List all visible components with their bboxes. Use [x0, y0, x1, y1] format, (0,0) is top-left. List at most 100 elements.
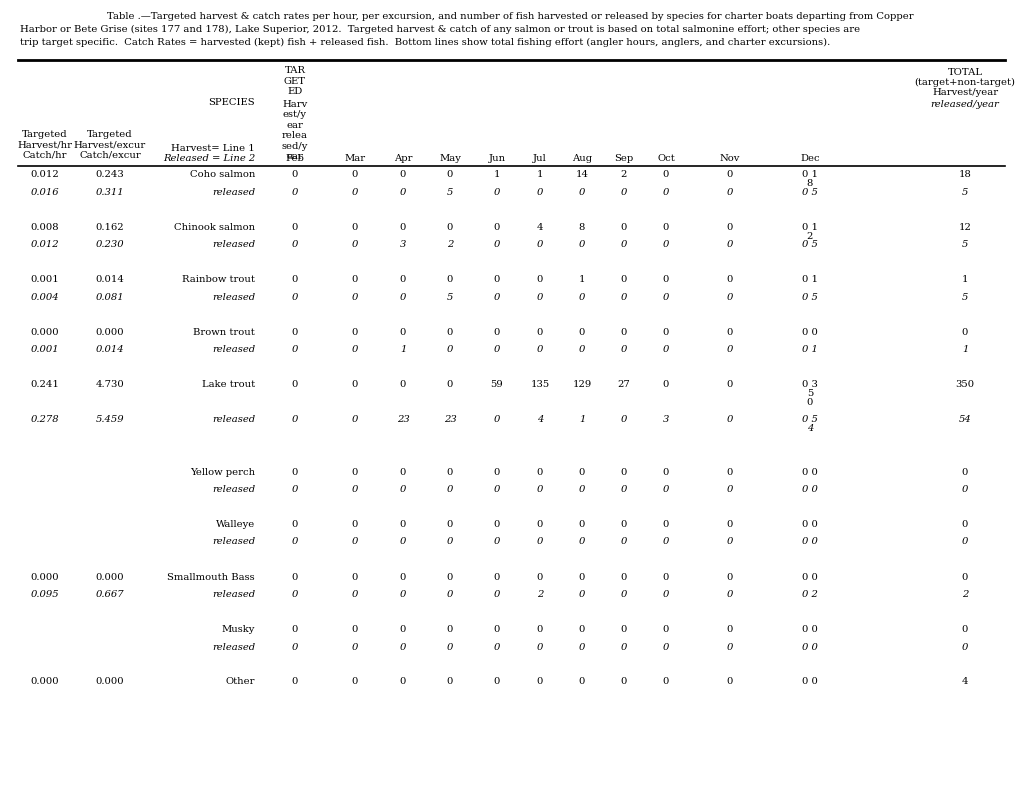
Text: 0: 0 — [291, 642, 298, 652]
Text: 4: 4 — [806, 424, 812, 433]
Text: 0.243: 0.243 — [96, 170, 124, 179]
Text: 0: 0 — [578, 625, 585, 634]
Text: Sep: Sep — [613, 154, 633, 163]
Text: 0: 0 — [493, 345, 499, 354]
Text: 4: 4 — [536, 222, 543, 232]
Text: Mar: Mar — [344, 154, 365, 163]
Text: 0: 0 — [493, 328, 499, 336]
Text: 0.001: 0.001 — [31, 275, 59, 284]
Text: 0: 0 — [727, 678, 733, 686]
Text: 0: 0 — [493, 590, 499, 599]
Text: 0: 0 — [446, 520, 452, 529]
Text: Harv: Harv — [282, 99, 308, 109]
Text: 0: 0 — [352, 415, 358, 424]
Text: 0: 0 — [399, 590, 406, 599]
Text: 0: 0 — [621, 415, 627, 424]
Text: Other: Other — [225, 678, 255, 686]
Text: 5: 5 — [806, 389, 812, 398]
Text: 0 0: 0 0 — [801, 537, 817, 547]
Text: Aug: Aug — [572, 154, 591, 163]
Text: 0: 0 — [662, 678, 668, 686]
Text: 0: 0 — [399, 222, 406, 232]
Text: 1: 1 — [961, 345, 967, 354]
Text: Targeted: Targeted — [87, 130, 132, 139]
Text: Table .—Targeted harvest & catch rates per hour, per excursion, and number of fi: Table .—Targeted harvest & catch rates p… — [107, 12, 912, 21]
Text: Yellow perch: Yellow perch — [190, 467, 255, 477]
Text: 0: 0 — [399, 485, 406, 494]
Text: released: released — [212, 345, 255, 354]
Text: Dec: Dec — [799, 154, 819, 163]
Text: 0: 0 — [578, 292, 585, 302]
Text: Smallmouth Bass: Smallmouth Bass — [167, 573, 255, 582]
Text: 0: 0 — [446, 222, 452, 232]
Text: 0: 0 — [352, 240, 358, 249]
Text: 0: 0 — [536, 328, 543, 336]
Text: Coho salmon: Coho salmon — [190, 170, 255, 179]
Text: 0: 0 — [621, 485, 627, 494]
Text: 0: 0 — [662, 625, 668, 634]
Text: 0: 0 — [291, 292, 298, 302]
Text: 0: 0 — [352, 590, 358, 599]
Text: 0: 0 — [578, 642, 585, 652]
Text: Catch/hr: Catch/hr — [22, 150, 67, 159]
Text: 0: 0 — [493, 467, 499, 477]
Text: 2: 2 — [806, 232, 812, 240]
Text: 3: 3 — [399, 240, 406, 249]
Text: 0: 0 — [578, 467, 585, 477]
Text: 0: 0 — [578, 520, 585, 529]
Text: 0: 0 — [662, 240, 668, 249]
Text: 0: 0 — [493, 537, 499, 547]
Text: Walleye: Walleye — [216, 520, 255, 529]
Text: 0: 0 — [446, 380, 452, 389]
Text: 0: 0 — [662, 467, 668, 477]
Text: 0: 0 — [399, 520, 406, 529]
Text: 0: 0 — [578, 345, 585, 354]
Text: 0.012: 0.012 — [31, 240, 59, 249]
Text: 0: 0 — [352, 328, 358, 336]
Text: 0.000: 0.000 — [96, 573, 124, 582]
Text: 0: 0 — [727, 415, 733, 424]
Text: 0: 0 — [399, 292, 406, 302]
Text: 0 0: 0 0 — [801, 573, 817, 582]
Text: 0: 0 — [446, 275, 452, 284]
Text: 0 1: 0 1 — [801, 222, 817, 232]
Text: 0: 0 — [578, 590, 585, 599]
Text: Released = Line 2: Released = Line 2 — [163, 154, 255, 163]
Text: 0: 0 — [662, 170, 668, 179]
Text: 0.000: 0.000 — [31, 678, 59, 686]
Text: 0 3: 0 3 — [801, 380, 817, 389]
Text: 0: 0 — [621, 292, 627, 302]
Text: 0: 0 — [662, 520, 668, 529]
Text: 0: 0 — [493, 292, 499, 302]
Text: 2: 2 — [446, 240, 452, 249]
Text: 0.081: 0.081 — [96, 292, 124, 302]
Text: Harvest/year: Harvest/year — [931, 88, 997, 97]
Text: released: released — [212, 188, 255, 196]
Text: 0: 0 — [352, 380, 358, 389]
Text: 0: 0 — [291, 415, 298, 424]
Text: 0: 0 — [446, 345, 452, 354]
Text: 0 1: 0 1 — [801, 345, 817, 354]
Text: 0: 0 — [493, 188, 499, 196]
Text: 0.311: 0.311 — [96, 188, 124, 196]
Text: 0.014: 0.014 — [96, 345, 124, 354]
Text: 0: 0 — [536, 642, 543, 652]
Text: 0: 0 — [727, 642, 733, 652]
Text: 0: 0 — [727, 520, 733, 529]
Text: 0: 0 — [352, 642, 358, 652]
Text: 0: 0 — [352, 345, 358, 354]
Text: 14: 14 — [575, 170, 588, 179]
Text: 0: 0 — [727, 275, 733, 284]
Text: 0: 0 — [446, 678, 452, 686]
Text: 0: 0 — [727, 222, 733, 232]
Text: 0: 0 — [536, 485, 543, 494]
Text: 0: 0 — [621, 275, 627, 284]
Text: Harvest= Line 1: Harvest= Line 1 — [171, 144, 255, 153]
Text: Rainbow trout: Rainbow trout — [182, 275, 255, 284]
Text: 0: 0 — [493, 642, 499, 652]
Text: 0 5: 0 5 — [801, 292, 817, 302]
Text: 0: 0 — [446, 590, 452, 599]
Text: TOTAL: TOTAL — [947, 68, 981, 77]
Text: released: released — [212, 485, 255, 494]
Text: 0: 0 — [662, 222, 668, 232]
